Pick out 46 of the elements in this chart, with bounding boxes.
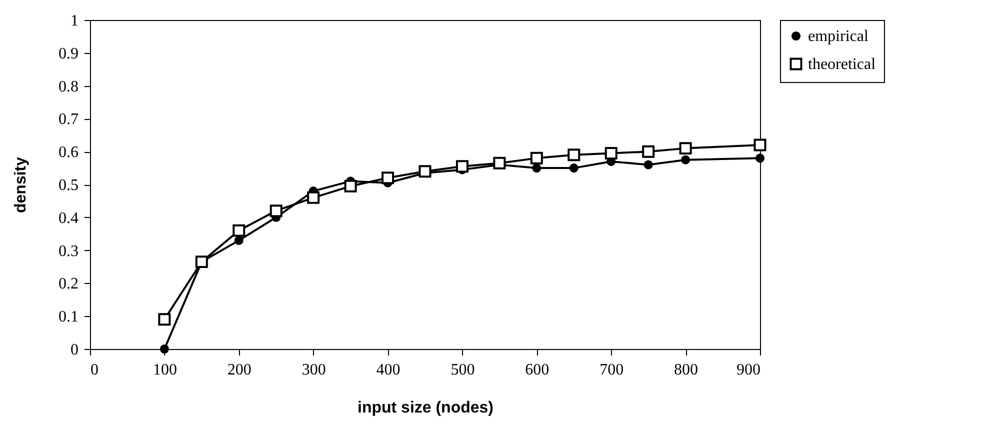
point xyxy=(234,236,244,245)
point xyxy=(493,156,506,170)
point xyxy=(307,191,320,204)
y-tick-label: 0.1 xyxy=(58,308,78,326)
point xyxy=(679,142,692,155)
x-tick-label: 700 xyxy=(600,362,624,378)
x-tick-label: 100 xyxy=(152,362,177,378)
y-tick-label: 0.4 xyxy=(58,210,78,227)
y-tick-label: 0 xyxy=(70,342,78,358)
x-tick-label: 800 xyxy=(674,362,698,378)
point xyxy=(532,164,542,173)
point xyxy=(642,145,655,158)
point xyxy=(456,160,468,173)
x-tick-label: 300 xyxy=(302,362,326,378)
x-axis-title: input size (nodes) xyxy=(358,400,494,416)
point xyxy=(158,313,171,326)
y-tick-label: 0.5 xyxy=(58,177,78,194)
y-axis-title: density xyxy=(12,156,30,214)
point xyxy=(568,148,580,162)
point xyxy=(418,165,432,178)
y-tick-label: 0.7 xyxy=(58,111,78,128)
point xyxy=(569,164,578,173)
y-tick-label: 1 xyxy=(70,12,78,30)
point xyxy=(344,180,357,192)
point xyxy=(232,224,246,237)
x-tick-label: 500 xyxy=(450,362,475,378)
point xyxy=(681,155,690,164)
point xyxy=(754,138,766,152)
legend-label: theoretical xyxy=(808,56,876,73)
point xyxy=(644,160,653,170)
y-tick-label: 0.3 xyxy=(58,242,78,260)
legend-label: empirical xyxy=(808,28,869,45)
y-tick-label: 0.8 xyxy=(58,78,78,96)
y-tick-label: 0.9 xyxy=(58,45,78,62)
x-tick-label: 0 xyxy=(90,362,98,378)
point xyxy=(382,172,394,184)
y-tick-label: 0.2 xyxy=(58,276,78,293)
y-tick-label: 0.6 xyxy=(58,144,78,162)
x-tick-label: 400 xyxy=(376,362,400,378)
point xyxy=(530,152,543,164)
x-tick-label: 900 xyxy=(736,362,760,378)
point xyxy=(755,154,765,163)
x-tick-label: 200 xyxy=(227,362,252,378)
point xyxy=(270,204,282,218)
x-tick-label: 600 xyxy=(525,362,550,378)
point xyxy=(604,147,618,160)
